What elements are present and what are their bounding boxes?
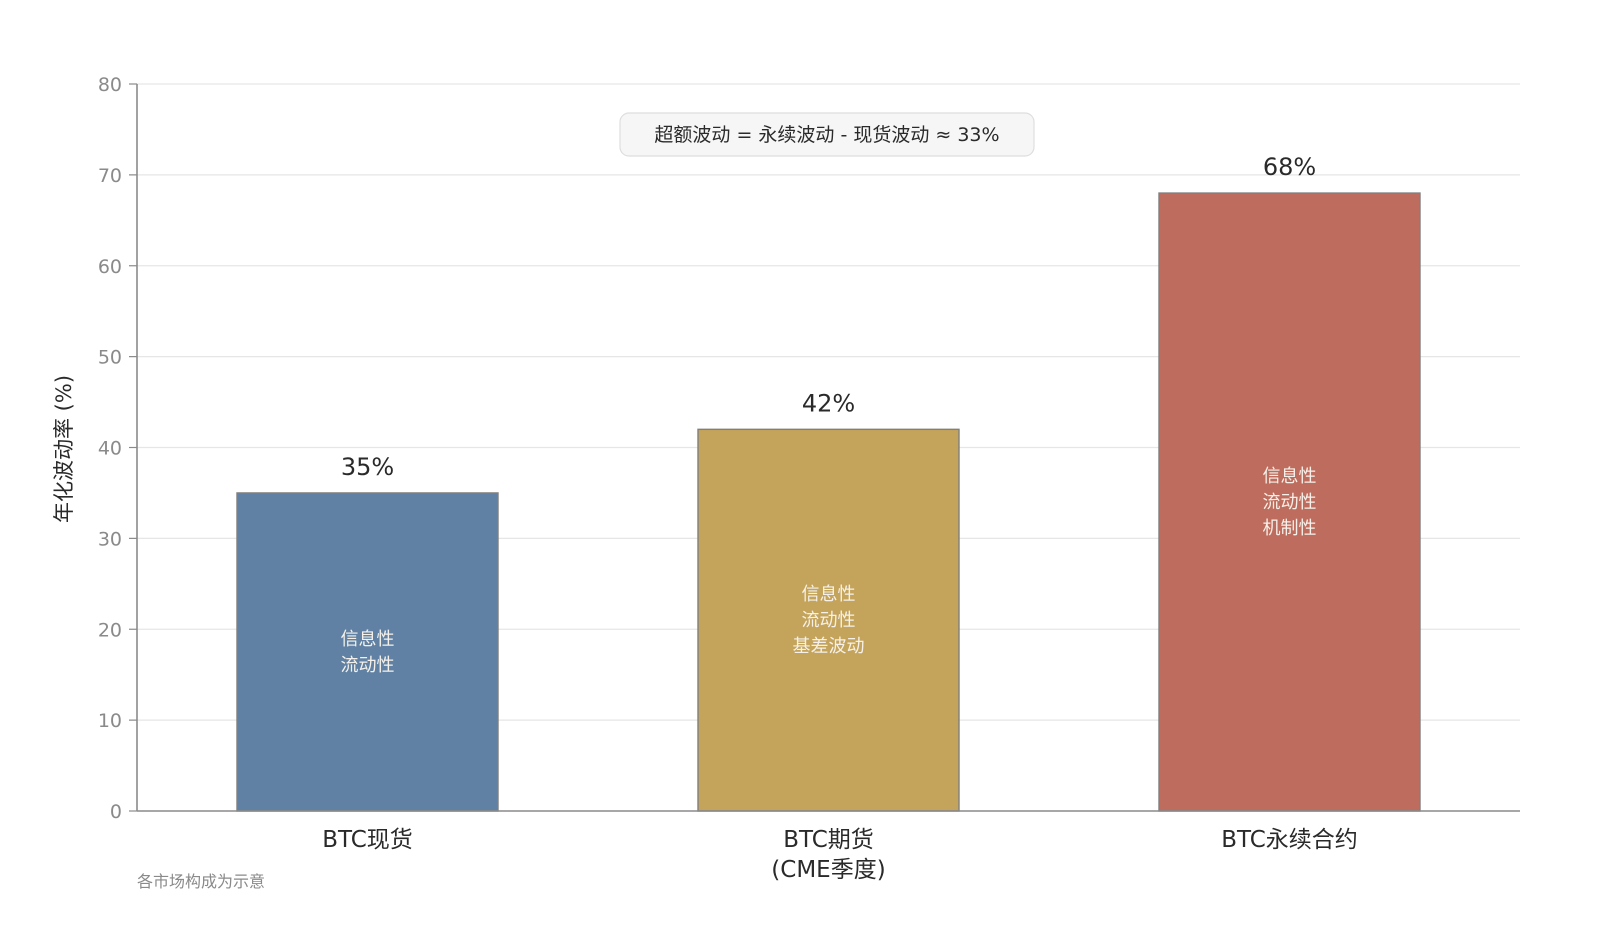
bar-component-label: 流动性 [1263, 492, 1317, 513]
y-tick-label: 40 [98, 438, 122, 460]
bar [236, 492, 499, 812]
axes [129, 83, 1520, 812]
value-label: 68% [1263, 153, 1316, 181]
y-tick-label: 0 [110, 801, 122, 823]
annotation-frame [619, 112, 1035, 157]
x-tick-label: BTC期货 [783, 827, 874, 853]
bar [1158, 192, 1421, 812]
bar-component-label: 流动性 [802, 610, 856, 631]
y-tick-label: 30 [98, 528, 122, 550]
value-label: 42% [802, 389, 855, 417]
bar-component-label: 信息性 [341, 629, 395, 650]
bar [697, 428, 960, 812]
y-tick-label: 10 [98, 710, 122, 732]
bars [236, 192, 1421, 812]
y-tick-label: 20 [98, 619, 122, 641]
x-tick-label: (CME季度) [771, 857, 885, 883]
annotation-box: 超额波动 = 永续波动 - 现货波动 ≈ 33% [619, 112, 1035, 157]
footnote: 各市场构成为示意 [137, 872, 265, 891]
y-tick-label: 60 [98, 256, 122, 278]
value-label: 35% [341, 453, 394, 481]
annotation-text: 超额波动 = 永续波动 - 现货波动 ≈ 33% [654, 124, 999, 146]
y-tick-label: 50 [98, 347, 122, 369]
bar-component-label: 信息性 [802, 584, 856, 605]
bar-component-label: 基差波动 [793, 636, 865, 657]
y-axis-label: 年化波动率 (%) [52, 375, 76, 523]
x-tick-label: BTC现货 [322, 827, 413, 853]
y-tick-label: 80 [98, 74, 122, 96]
y-tick-label: 70 [98, 165, 122, 187]
x-tick-label: BTC永续合约 [1221, 827, 1358, 853]
bar-component-label: 机制性 [1263, 518, 1317, 539]
bar-component-label: 信息性 [1263, 466, 1317, 487]
bar-component-label: 流动性 [341, 655, 395, 676]
labels: 0102030405060708035%信息性流动性BTC现货42%信息性流动性… [98, 74, 1358, 883]
